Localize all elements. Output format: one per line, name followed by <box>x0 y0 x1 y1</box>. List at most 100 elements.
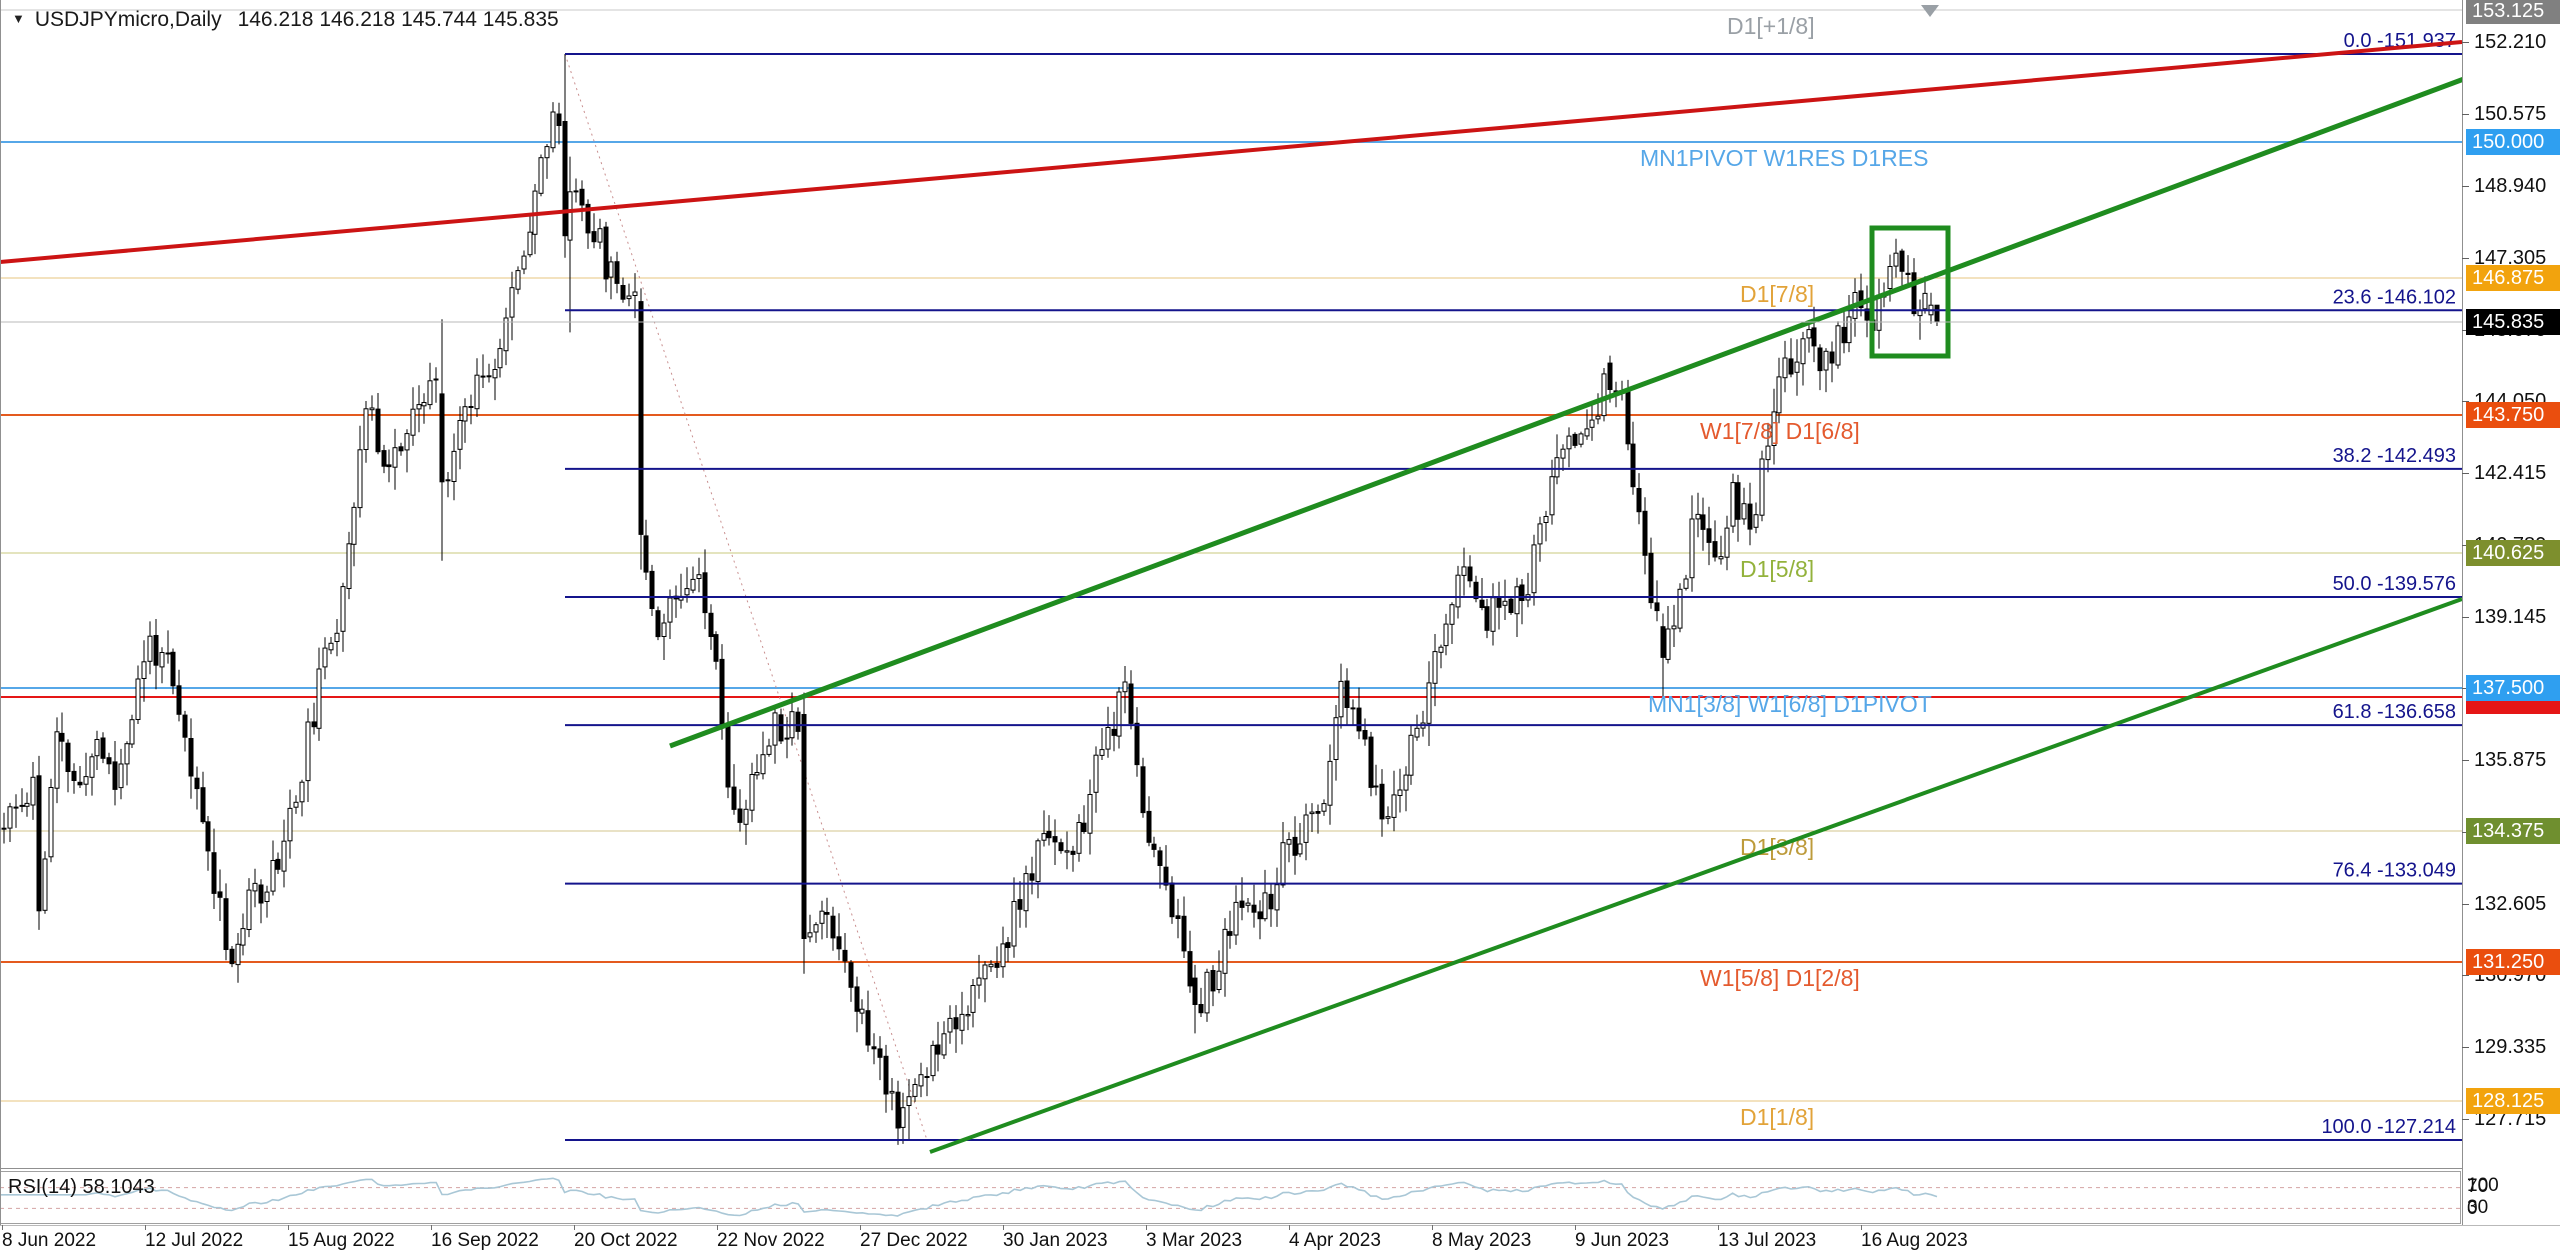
date-axis-label: 12 Jul 2022 <box>145 1230 244 1251</box>
price-axis-label: 132.605 <box>2474 893 2547 915</box>
date-axis-label: 13 Jul 2023 <box>1718 1230 1817 1251</box>
date-axis-label: 4 Apr 2023 <box>1289 1230 1381 1251</box>
date-axis-label: 15 Aug 2022 <box>288 1230 395 1251</box>
price-axis-tick <box>2462 904 2469 905</box>
date-axis-tick <box>288 1225 289 1230</box>
date-axis-tick <box>1146 1225 1147 1230</box>
date-axis-top-border <box>0 1225 2560 1226</box>
ohlc-values: 146.218 146.218 145.744 145.835 <box>237 8 559 31</box>
price-axis-tick <box>2462 114 2469 115</box>
rsi-axis-label-70: 70 <box>2467 1176 2489 1197</box>
chart-title: ▼ USDJPYmicro,Daily 146.218 146.218 145.74… <box>12 8 559 32</box>
fib-label-100.0: 100.0 -127.214 <box>2321 1116 2456 1138</box>
level-label-MN1PIVOT W1RES D1RES: MN1PIVOT W1RES D1RES <box>1640 145 1928 171</box>
price-axis-tick <box>2462 545 2469 546</box>
arrow-down-icon[interactable] <box>1921 5 1939 17</box>
date-axis-tick <box>1861 1225 1862 1230</box>
level-label-D1[7/8]: D1[7/8] <box>1740 281 1814 307</box>
price-axis-tick <box>2462 330 2469 331</box>
chart-bottom-border <box>0 1168 2462 1169</box>
price-badge-140.625: 140.625 <box>2466 540 2560 566</box>
price-axis-label: 150.575 <box>2474 103 2547 125</box>
fib-label-76.4: 76.4 -133.049 <box>2333 860 2456 882</box>
green-channel-upper-trendline[interactable] <box>669 76 2462 749</box>
highlight-rectangle[interactable] <box>1869 225 1951 359</box>
level-label-D1[+1/8]: D1[+1/8] <box>1727 13 1815 39</box>
date-axis-tick <box>1432 1225 1433 1230</box>
date-axis-label: 8 Jun 2022 <box>2 1230 97 1251</box>
price-axis-tick <box>2462 401 2469 402</box>
rsi-axis-label-30: 30 <box>2467 1197 2489 1218</box>
date-axis-tick <box>574 1225 575 1230</box>
date-axis-tick <box>1289 1225 1290 1230</box>
symbol-timeframe-label: USDJPYmicro,Daily <box>34 8 222 31</box>
date-axis-label: 16 Sep 2022 <box>431 1230 539 1251</box>
price-axis-label: 135.875 <box>2474 749 2547 771</box>
price-axis-tick <box>2462 186 2469 187</box>
price-axis-tick <box>2462 760 2469 761</box>
price-badge-134.375: 134.375 <box>2466 818 2560 844</box>
price-axis-label: 139.145 <box>2474 606 2547 628</box>
date-axis-tick <box>1718 1225 1719 1230</box>
price-axis-label: 148.940 <box>2474 175 2547 197</box>
level-label-D1[5/8]: D1[5/8] <box>1740 556 1814 582</box>
axis-separator-vertical <box>2462 0 2463 1225</box>
green-channel-lower-trendline[interactable] <box>929 597 2462 1154</box>
date-axis-label: 16 Aug 2023 <box>1861 1230 1968 1251</box>
price-axis-tick <box>2462 688 2469 689</box>
price-axis-label: 147.305 <box>2474 247 2547 269</box>
price-axis-tick <box>2462 1119 2469 1120</box>
date-axis-label: 8 May 2023 <box>1432 1230 1532 1251</box>
price-axis-label: 152.210 <box>2474 31 2547 53</box>
fib-label-23.6: 23.6 -146.102 <box>2333 286 2456 308</box>
rsi-indicator-canvas[interactable] <box>0 1172 2462 1224</box>
date-axis-tick <box>1575 1225 1576 1230</box>
level-label-D1[1/8]: D1[1/8] <box>1740 1104 1814 1130</box>
rsi-curve <box>0 1177 1938 1217</box>
price-badge-current-price: 145.835 <box>2466 309 2560 335</box>
window-left-border <box>0 0 1 1225</box>
date-axis-tick <box>145 1225 146 1230</box>
level-label-W1[5/8] D1[2/8]: W1[5/8] D1[2/8] <box>1700 965 1860 991</box>
price-axis-tick <box>2462 832 2469 833</box>
price-badge-150.000: 150.000 <box>2466 129 2560 155</box>
fib-label-38.2: 38.2 -142.493 <box>2333 445 2456 467</box>
level-label-W1[7/8] D1[6/8]: W1[7/8] D1[6/8] <box>1700 418 1860 444</box>
date-axis-label: 22 Nov 2022 <box>717 1230 825 1251</box>
date-axis-label: 3 Mar 2023 <box>1146 1230 1243 1251</box>
date-axis-tick <box>1003 1225 1004 1230</box>
date-axis-label: 27 Dec 2022 <box>860 1230 968 1251</box>
price-badge-143.750: 143.750 <box>2466 402 2560 428</box>
rsi-axis-label-100: 100 <box>2467 1175 2499 1196</box>
price-badge-153.125: 153.125 <box>2466 0 2560 24</box>
price-axis-label: 142.415 <box>2474 462 2547 484</box>
red-resistance-trendline[interactable] <box>0 40 2462 264</box>
price-axis-tick <box>2462 617 2469 618</box>
level-label-MN1[3/8] W1[6/8] D1PIVOT: MN1[3/8] W1[6/8] D1PIVOT <box>1648 691 1932 717</box>
price-badge-146.875: 146.875 <box>2466 265 2560 291</box>
price-axis-tick <box>2462 1047 2469 1048</box>
price-badge-131.250: 131.250 <box>2466 949 2560 975</box>
price-axis-tick <box>2462 473 2469 474</box>
date-axis-tick <box>860 1225 861 1230</box>
symbol-dropdown-icon[interactable]: ▼ <box>12 11 25 26</box>
date-axis-label: 9 Jun 2023 <box>1575 1230 1670 1251</box>
date-axis-tick <box>2 1225 3 1230</box>
fib-label-50.0: 50.0 -139.576 <box>2333 573 2456 595</box>
price-axis-label: 129.335 <box>2474 1036 2547 1058</box>
fib-label-61.8: 61.8 -136.658 <box>2333 701 2456 723</box>
date-axis-label: 20 Oct 2022 <box>574 1230 678 1251</box>
price-axis-tick <box>2462 975 2469 976</box>
date-axis-tick <box>717 1225 718 1230</box>
price-axis-tick <box>2462 258 2469 259</box>
date-axis-label: 30 Jan 2023 <box>1003 1230 1108 1251</box>
rsi-indicator-label: RSI(14) 58.1043 <box>8 1176 155 1198</box>
candlesticks[interactable] <box>1 54 1940 1145</box>
date-axis-tick <box>431 1225 432 1230</box>
rsi-axis-label-0: 0 <box>2467 1198 2478 1219</box>
price-badge-128.125: 128.125 <box>2466 1088 2560 1114</box>
price-axis-tick <box>2462 42 2469 43</box>
price-badge-137.500: 137.500 <box>2466 675 2560 701</box>
